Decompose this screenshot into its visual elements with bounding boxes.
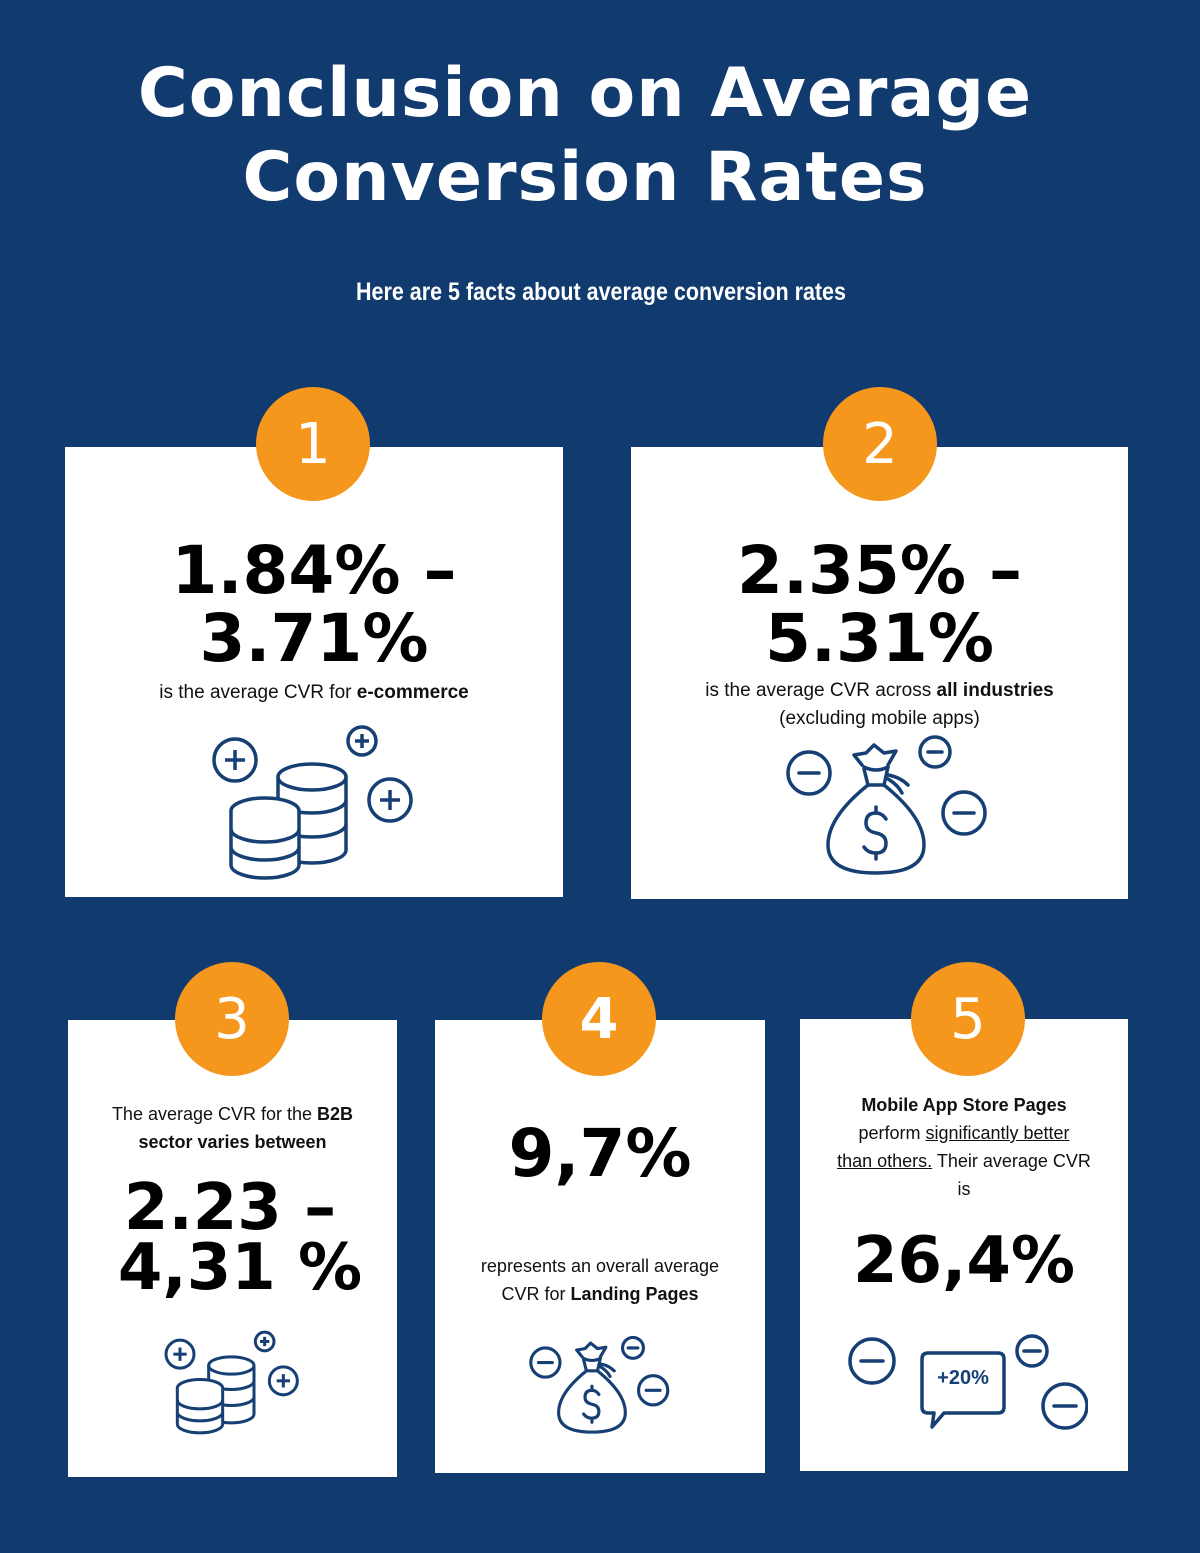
desc-line-4: is <box>957 1179 971 1199</box>
desc-bold: B2B <box>317 1104 354 1124</box>
desc-line-1: represents an overall average <box>480 1256 720 1276</box>
fact-5-value: 26,4% <box>800 1227 1128 1295</box>
coins-plus-icon <box>160 1330 300 1435</box>
desc-bold: e-commerce <box>356 682 469 703</box>
desc-underline-2: than others. <box>837 1151 933 1171</box>
desc-text: CVR for <box>501 1284 571 1304</box>
desc-line-2: (excluding mobile apps) <box>779 708 980 729</box>
desc-bold: Landing Pages <box>570 1284 699 1304</box>
page-subtitle: Here are 5 facts about average conversio… <box>356 278 846 306</box>
desc-text: perform <box>858 1123 926 1143</box>
fact-card-4: 9,7% represents an overall average CVR f… <box>435 1020 765 1473</box>
fact-3-number-badge: 3 <box>175 962 289 1076</box>
desc-bold: all industries <box>936 680 1054 701</box>
value-line-1: 1.84% – <box>171 532 457 609</box>
desc-text: is the average CVR for <box>159 682 357 703</box>
money-bag-minus-icon <box>784 735 994 880</box>
value-line-2: 3.71% <box>199 600 429 677</box>
coins-plus-icon <box>205 725 415 880</box>
fact-4-description: represents an overall average CVR for La… <box>435 1252 765 1308</box>
speech-bubble-percent-icon: +20% <box>848 1331 1088 1441</box>
desc-text: is the average CVR across <box>705 680 937 701</box>
fact-2-number-badge: 2 <box>823 387 937 501</box>
fact-card-5: Mobile App Store Pages perform significa… <box>800 1019 1128 1471</box>
fact-card-3: The average CVR for the B2B sector varie… <box>68 1020 397 1477</box>
value-line-1: 2.23 – <box>123 1171 337 1245</box>
title-line-1: Conclusion on Average <box>137 54 1033 133</box>
fact-card-1: 1.84% – 3.71% is the average CVR for e-c… <box>65 447 563 897</box>
desc-text: The average CVR for the <box>111 1104 318 1124</box>
desc-underline-1: significantly better <box>925 1123 1070 1143</box>
fact-5-description: Mobile App Store Pages perform significa… <box>800 1091 1128 1203</box>
fact-3-value: 2.23 – 4,31 % <box>68 1176 397 1305</box>
fact-card-2: 2.35% – 5.31% is the average CVR across … <box>631 447 1128 899</box>
fact-2-description: is the average CVR across all industries… <box>631 677 1128 733</box>
fact-1-number-badge: 1 <box>256 387 370 501</box>
value-line-1: 2.35% – <box>737 532 1022 609</box>
value-line-1: 9,7% <box>508 1115 692 1192</box>
fact-2-value: 2.35% – 5.31% <box>631 537 1128 673</box>
value-line-2: 4,31 % <box>117 1231 363 1305</box>
desc-bold: Mobile App Store Pages <box>861 1095 1067 1115</box>
desc-post: Their average CVR <box>932 1151 1091 1171</box>
fact-3-description: The average CVR for the B2B sector varie… <box>68 1100 397 1156</box>
title-line-2: Conversion Rates <box>242 138 928 217</box>
desc-bold-2: sector varies between <box>138 1132 327 1152</box>
page-title: Conclusion on Average Conversion Rates <box>0 52 1170 220</box>
value-line-2: 5.31% <box>765 600 994 677</box>
fact-5-number-badge: 5 <box>911 962 1025 1076</box>
fact-4-number-badge: 4 <box>542 962 656 1076</box>
value-line-1: 26,4% <box>852 1224 1076 1298</box>
fact-4-value: 9,7% <box>435 1120 765 1188</box>
fact-1-description: is the average CVR for e-commerce <box>65 679 563 707</box>
money-bag-minus-icon <box>528 1336 674 1437</box>
fact-1-value: 1.84% – 3.71% <box>65 537 563 673</box>
bubble-text: +20% <box>937 1367 989 1389</box>
